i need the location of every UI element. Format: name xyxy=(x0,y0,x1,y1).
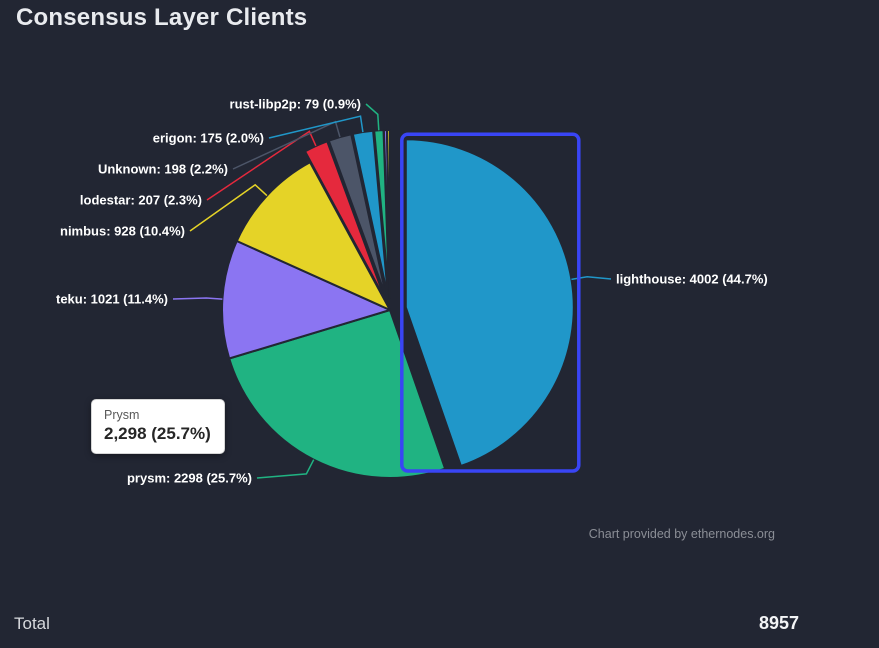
tooltip-value: 2,298 (25.7%) xyxy=(104,424,211,443)
slice-label-erigon: erigon: 175 (2.0%) xyxy=(153,131,264,146)
pie-chart-svg: lighthouse: 4002 (44.7%) prysm: 2298 (25.… xyxy=(56,97,768,486)
label-connector-rust-libp2p xyxy=(365,103,380,131)
slice-label-teku: teku: 1021 (11.4%) xyxy=(56,292,168,307)
slice-label-lodestar: lodestar: 207 (2.3%) xyxy=(80,193,202,208)
total-value: 8957 xyxy=(758,613,799,633)
pie-slice-lodestar[interactable] xyxy=(304,140,387,301)
slice-label-Unknown: Unknown: 198 (2.2%) xyxy=(98,162,228,177)
slice-label-lighthouse: lighthouse: 4002 (44.7%) xyxy=(616,272,768,287)
pie-slice-lighthouse[interactable] xyxy=(404,138,575,467)
slice-label-prysm: prysm: 2298 (25.7%) xyxy=(127,471,252,486)
pie-slice-other-2[interactable] xyxy=(386,128,391,299)
chart-credit: Chart provided by ethernodes.org xyxy=(588,527,775,541)
label-connector-teku xyxy=(172,297,223,300)
selected-slice-halo xyxy=(400,132,581,473)
total-row: Total 8957 xyxy=(14,613,799,634)
slice-label-nimbus: nimbus: 928 (10.4%) xyxy=(60,224,185,239)
pie-slice-Unknown[interactable] xyxy=(327,133,388,300)
label-connector-lighthouse xyxy=(571,275,612,281)
tooltip-series-name: Prysm xyxy=(104,408,140,422)
page-title: Consensus Layer Clients xyxy=(16,4,308,31)
label-connector-nimbus xyxy=(189,183,268,232)
label-connector-prysm xyxy=(256,459,315,479)
label-connector-lodestar xyxy=(206,130,317,201)
slice-label-rust-libp2p: rust-libp2p: 79 (0.9%) xyxy=(230,97,361,112)
pie-slice-prysm[interactable] xyxy=(228,309,447,479)
total-label: Total xyxy=(14,614,50,633)
tooltip: Prysm 2,298 (25.7%) xyxy=(91,399,225,454)
pie-slice-nimbus[interactable] xyxy=(235,161,391,311)
label-connector-erigon xyxy=(268,115,364,139)
